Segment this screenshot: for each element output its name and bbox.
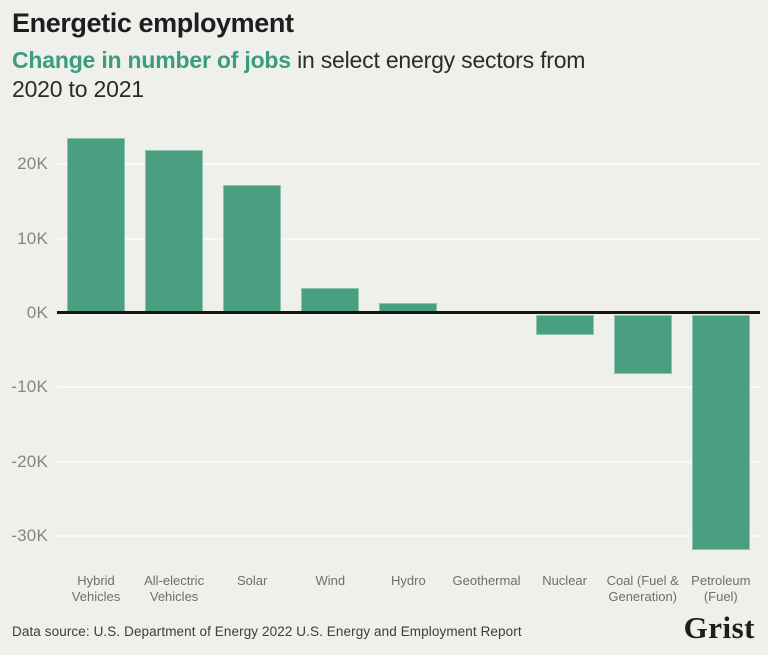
bar [691,315,750,550]
x-tick-label: Wind [315,573,346,588]
x-tick-label: Solar [237,573,268,588]
x-tick-label: All-electric Vehicles [144,573,205,604]
bar [145,149,204,313]
grist-logo: Grist [683,610,755,645]
gridline [57,460,760,463]
y-tick-label: 0K [26,303,48,322]
bar [223,185,282,313]
x-tick-label: Hybrid Vehicles [71,573,121,604]
page-title: Energetic employment [12,8,294,38]
bar [535,315,594,336]
subtitle-rest: in select energy sectors from [290,47,586,73]
x-tick-label: Petroleum (Fuel) [691,573,751,604]
bar [301,287,360,313]
x-tick-label: Hydro [391,573,426,588]
gridline [57,386,760,389]
gridline [57,163,760,166]
gridline [57,534,760,537]
bar [67,138,125,313]
x-tick-label: Coal (Fuel & Generation) [606,573,679,604]
chart-subtitle: Change in number of jobs in select energ… [12,46,742,104]
subtitle-highlight: Change in number of jobs [12,47,291,73]
subtitle-line2: 2020 to 2021 [12,76,144,102]
y-tick-label: -30K [11,525,48,545]
zero-axis-line [57,311,760,314]
y-tick-label: -10K [11,377,48,397]
gridline [57,237,760,240]
x-tick-label: Geothermal [452,573,521,588]
chart-header: Energetic employment Change in number of… [12,8,742,104]
y-tick-label: -20K [11,451,48,471]
y-tick-label: 20K [17,154,48,174]
data-source-note: Data source: U.S. Department of Energy 2… [12,624,522,639]
bar [613,315,672,374]
x-tick-label: Nuclear [542,573,587,588]
y-tick-label: 10K [17,228,48,248]
